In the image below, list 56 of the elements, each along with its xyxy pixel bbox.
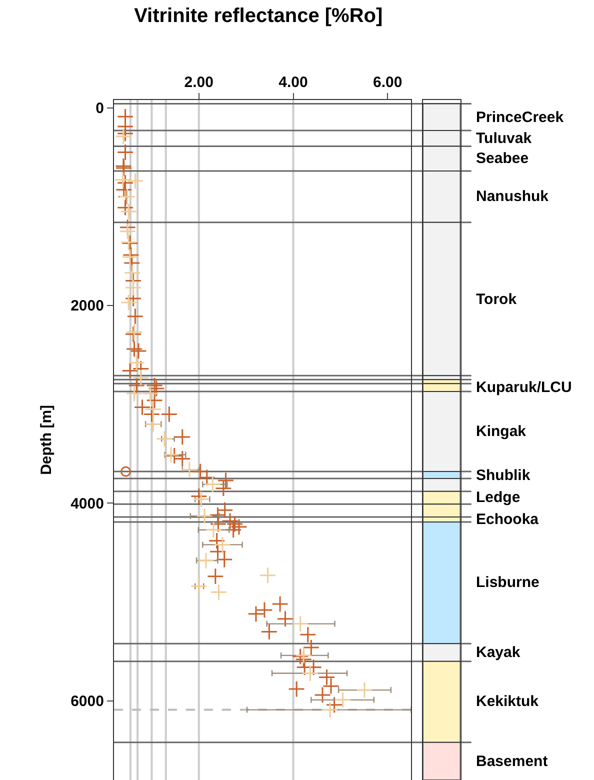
point bbox=[120, 203, 138, 220]
series-label: Seabee bbox=[476, 150, 529, 167]
chart-title: Vitrinite reflectance [%Ro] bbox=[134, 4, 383, 27]
point bbox=[144, 400, 162, 418]
point bbox=[292, 615, 309, 632]
point bbox=[144, 416, 162, 433]
series-label: Echooka bbox=[476, 511, 540, 528]
point bbox=[356, 682, 373, 698]
point bbox=[192, 490, 210, 508]
point bbox=[214, 536, 231, 554]
series-label: Ledge bbox=[476, 489, 520, 506]
point bbox=[128, 354, 146, 372]
point bbox=[190, 578, 208, 595]
x-tick-label: 6.00 bbox=[373, 74, 402, 91]
series-label: Basement bbox=[476, 753, 548, 770]
point bbox=[259, 566, 276, 584]
series-label: Kekiktuk bbox=[476, 693, 540, 710]
point bbox=[132, 369, 150, 386]
point bbox=[162, 446, 180, 464]
point bbox=[205, 521, 222, 538]
point bbox=[142, 385, 159, 402]
point bbox=[124, 264, 141, 282]
point bbox=[334, 691, 352, 708]
y-axis-title: Depth [m] bbox=[38, 404, 55, 475]
point bbox=[120, 294, 138, 311]
point bbox=[114, 128, 132, 145]
series-label: PrinceCreek bbox=[476, 109, 564, 126]
series-label: Torok bbox=[476, 291, 518, 308]
point bbox=[114, 171, 132, 188]
point bbox=[126, 172, 144, 190]
series-label: Shublik bbox=[476, 467, 531, 484]
series-label: Nanushuk bbox=[476, 188, 550, 205]
series-label: Tuluvak bbox=[476, 130, 532, 147]
y-tick-label: 2000 bbox=[70, 298, 104, 315]
x-tick-label: 4.00 bbox=[278, 74, 308, 91]
point bbox=[302, 664, 319, 682]
point bbox=[120, 466, 131, 477]
point bbox=[204, 476, 222, 493]
point bbox=[126, 385, 143, 402]
x-tick-label: 2.00 bbox=[184, 74, 214, 91]
series-label: Kingak bbox=[476, 423, 527, 440]
point bbox=[210, 584, 228, 601]
point bbox=[196, 508, 213, 524]
series-label: Kayak bbox=[476, 644, 521, 661]
point bbox=[180, 461, 198, 478]
point bbox=[322, 701, 338, 718]
point bbox=[198, 552, 214, 569]
series-label: Kuparuk/LCU bbox=[476, 379, 572, 396]
point bbox=[295, 646, 312, 664]
y-tick-label: 0 bbox=[96, 100, 104, 117]
point bbox=[119, 222, 136, 240]
series-label: Lisburne bbox=[476, 574, 540, 591]
y-tick-label: 6000 bbox=[70, 693, 104, 710]
point bbox=[156, 430, 173, 448]
point bbox=[124, 279, 142, 296]
y-tick-label: 4000 bbox=[70, 495, 104, 512]
